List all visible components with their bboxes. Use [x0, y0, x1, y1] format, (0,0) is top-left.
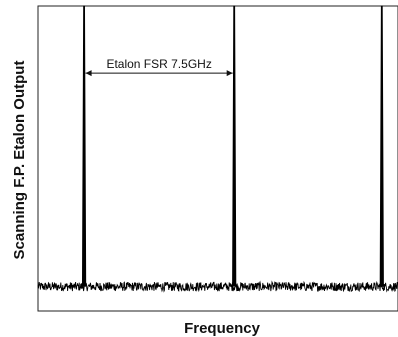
annotation-1: Etalon FSR 7.5GHz: [85, 57, 233, 77]
fsr-label: Etalon FSR 7.5GHz: [106, 57, 211, 71]
fsr-arrow-head-left: [85, 70, 92, 77]
plot-frame: [37, 5, 398, 312]
annotation-layer: Etalon FSR 7.5GHz: [85, 57, 233, 77]
series-layer: [37, 5, 398, 293]
x-axis-title: Frequency: [184, 320, 261, 337]
peak-2: [232, 5, 237, 287]
fsr-arrow-head-right: [226, 70, 233, 77]
peak-3: [379, 5, 384, 287]
y-axis-title: Scanning F.P. Etalon Output: [11, 61, 28, 260]
peak-1: [81, 5, 87, 287]
signal-line: [37, 280, 398, 293]
